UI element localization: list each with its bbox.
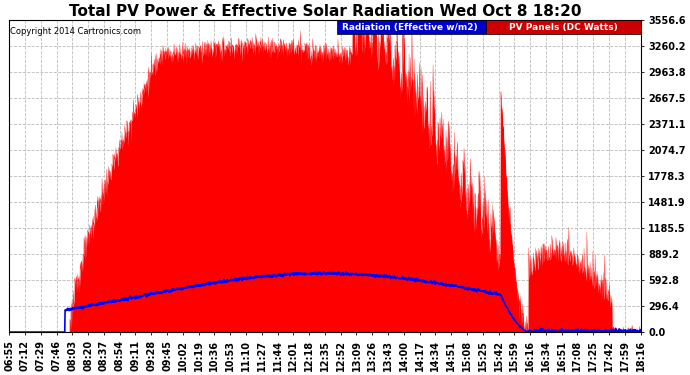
Text: PV Panels (DC Watts): PV Panels (DC Watts) xyxy=(509,23,618,32)
Title: Total PV Power & Effective Solar Radiation Wed Oct 8 18:20: Total PV Power & Effective Solar Radiati… xyxy=(68,4,581,19)
FancyBboxPatch shape xyxy=(337,20,486,34)
Text: Copyright 2014 Cartronics.com: Copyright 2014 Cartronics.com xyxy=(10,27,141,36)
Text: Radiation (Effective w/m2): Radiation (Effective w/m2) xyxy=(342,23,478,32)
FancyBboxPatch shape xyxy=(486,20,640,34)
